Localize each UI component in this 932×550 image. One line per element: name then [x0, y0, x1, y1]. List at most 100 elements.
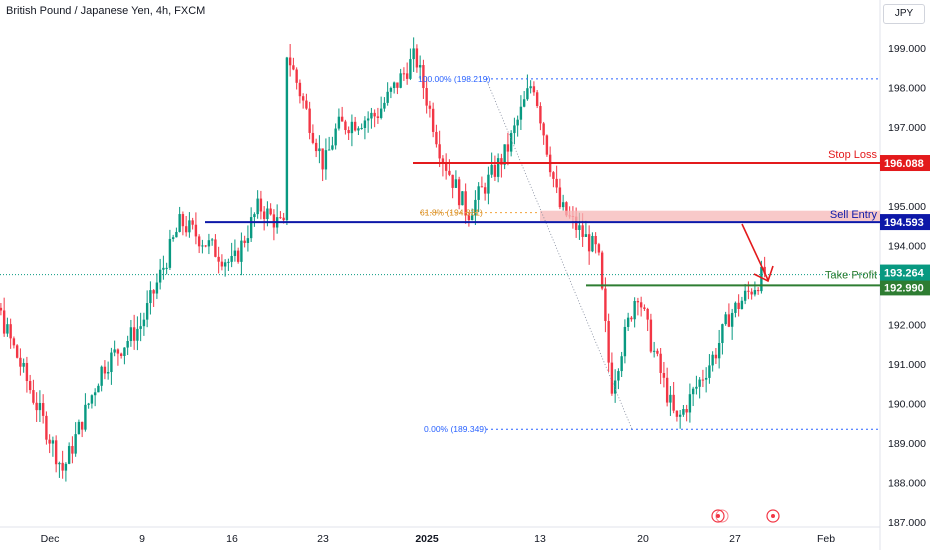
candle-body	[327, 149, 331, 151]
candle-body	[477, 186, 480, 200]
candle-body	[337, 116, 341, 129]
candle-body	[542, 123, 545, 136]
candle-body	[587, 234, 591, 252]
event-marker-icon[interactable]	[766, 509, 780, 523]
candle-body	[100, 366, 103, 386]
candle-body	[558, 187, 562, 208]
candle-body	[682, 409, 685, 415]
candle-body	[425, 88, 428, 106]
candle-body	[763, 266, 766, 274]
currency-button[interactable]: JPY	[883, 4, 925, 24]
candle-body	[600, 252, 604, 289]
take-profit-badge: 192.990	[880, 279, 930, 296]
candle-body	[145, 303, 149, 320]
candle-body	[578, 225, 581, 230]
candle-body	[639, 302, 643, 308]
candle-body	[730, 312, 734, 327]
candle-body	[591, 235, 594, 252]
candle-body	[535, 92, 539, 107]
candle-body	[457, 179, 461, 206]
candle-body	[688, 394, 692, 413]
candle-body	[311, 132, 315, 143]
candle-body	[584, 234, 588, 237]
candle-body	[51, 440, 55, 444]
candle-body	[97, 385, 100, 393]
candle-body	[38, 403, 42, 411]
candle-body	[370, 112, 373, 119]
stop-loss-badge: 196.088	[880, 155, 930, 172]
candle-body	[240, 240, 243, 262]
candle-body	[35, 402, 38, 411]
candle-body	[597, 244, 601, 253]
candle-body	[90, 395, 94, 404]
candle-body	[152, 290, 155, 294]
candle-body	[724, 314, 727, 325]
candle-body	[480, 186, 484, 188]
candle-body	[0, 307, 3, 311]
svg-text:196.088: 196.088	[884, 158, 924, 170]
candle-body	[19, 357, 22, 367]
candle-body	[318, 148, 321, 152]
candle-body	[506, 144, 510, 152]
candle-body	[227, 261, 230, 263]
candle-body	[662, 372, 666, 378]
candle-body	[48, 439, 51, 444]
candle-body	[123, 347, 126, 356]
candle-body	[253, 214, 256, 218]
candle-body	[467, 215, 471, 221]
candle-body	[214, 239, 217, 257]
candle-body	[210, 239, 214, 241]
candle-body	[454, 179, 458, 188]
candle-body	[438, 144, 441, 159]
candle-body	[448, 170, 451, 175]
candle-body	[45, 415, 48, 440]
candle-body	[405, 73, 409, 79]
price-tick-label: 194.000	[888, 241, 926, 253]
candles-layer	[0, 37, 766, 482]
candle-body	[422, 65, 425, 89]
candle-body	[149, 290, 152, 304]
candle-body	[633, 301, 636, 320]
candle-body	[470, 215, 474, 221]
candle-body	[386, 91, 389, 103]
fib-100-label: 100.00% (198.219)	[418, 74, 490, 84]
candle-body	[132, 327, 136, 341]
candle-body	[363, 120, 367, 128]
candle-body	[604, 288, 607, 322]
candle-body	[376, 116, 380, 118]
candle-body	[526, 88, 529, 100]
candle-body	[613, 380, 617, 394]
candle-body	[750, 291, 753, 295]
candle-body	[500, 158, 503, 165]
price-tick-label: 187.000	[888, 517, 926, 529]
candle-body	[727, 314, 731, 327]
candle-body	[103, 366, 107, 374]
candle-body	[80, 421, 84, 430]
time-axis[interactable]: Dec 9 16 23 2025 13 20 27 Feb	[41, 533, 836, 545]
candle-body	[412, 48, 415, 60]
candle-body	[552, 172, 555, 179]
take-profit-label: Take Profit	[825, 269, 877, 281]
event-marker-icon[interactable]	[711, 509, 729, 523]
price-tick-label: 191.000	[888, 359, 926, 371]
candle-body	[175, 231, 178, 238]
candle-body	[285, 57, 289, 221]
candle-body	[610, 362, 614, 394]
chart-title: British Pound / Japanese Yen, 4h, FXCM	[6, 5, 206, 17]
price-tick-label: 189.000	[888, 438, 926, 450]
candle-body	[379, 108, 383, 118]
candle-body	[717, 342, 721, 359]
candle-body	[545, 135, 549, 155]
candle-body	[565, 202, 568, 216]
candle-body	[353, 121, 357, 131]
svg-text:193.264: 193.264	[884, 268, 925, 280]
candle-body	[529, 86, 532, 89]
candle-body	[623, 326, 627, 357]
candle-body	[740, 300, 744, 309]
candle-body	[695, 386, 698, 389]
candle-body	[360, 127, 363, 129]
candle-body	[607, 321, 610, 363]
candle-body	[207, 240, 211, 247]
down-arrow-icon	[741, 223, 774, 283]
